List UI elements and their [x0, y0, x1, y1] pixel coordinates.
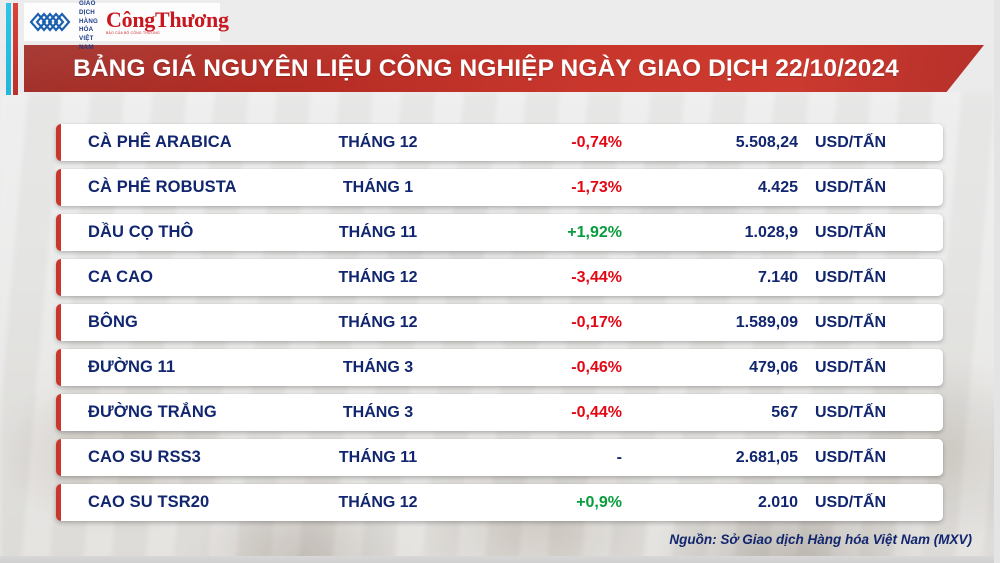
price-unit: USD/TẤN [815, 313, 887, 331]
price-value: 2.010 [757, 493, 798, 511]
contract-month: THÁNG 3 [342, 358, 414, 376]
title-banner: BẢNG GIÁ NGUYÊN LIỆU CÔNG NGHIỆP NGÀY GI… [24, 45, 984, 92]
commodity-name: ĐƯỜNG TRẮNG [88, 403, 217, 421]
commodity-name: BÔNG [88, 313, 138, 331]
source-note: Nguồn: Sở Giao dịch Hàng hóa Việt Nam (M… [669, 532, 972, 547]
price-value: 479,06 [749, 358, 798, 376]
congthuong-logo-main: CôngThương [106, 6, 229, 32]
contract-month: THÁNG 12 [338, 493, 418, 511]
price-change: -0,44% [571, 403, 622, 421]
table-row: BÔNG THÁNG 12 -0,17% 1.589,09 USD/TẤN [56, 304, 943, 341]
contract-month: THÁNG 3 [342, 403, 414, 421]
price-change: -0,46% [571, 358, 622, 376]
table-row: CA CAO THÁNG 12 -3,44% 7.140 USD/TẤN [56, 259, 943, 296]
price-unit: USD/TẤN [815, 448, 887, 466]
commodity-name: CA CAO [88, 268, 154, 286]
table-row: CÀ PHÊ ARABICA THÁNG 12 -0,74% 5.508,24 USD/… [56, 124, 943, 161]
table-row: ĐƯỜNG 11 THÁNG 3 -0,46% 479,06 USD/TẤN [56, 349, 943, 386]
contract-month: THÁNG 12 [338, 133, 418, 151]
price-change: -0,74% [571, 133, 622, 151]
price-unit: USD/TẤN [815, 178, 887, 196]
mxv-chevron-logo-icon [29, 12, 71, 32]
logo-bar: SỞ GIAO DỊCH HÀNG HÓA VIỆT NAM CôngThươn… [0, 0, 1000, 51]
commodity-name: DẦU CỌ THÔ [88, 223, 194, 241]
contract-month: THÁNG 12 [338, 313, 418, 331]
commodity-name: CAO SU TSR20 [88, 493, 210, 511]
price-change: +0,9% [576, 493, 622, 511]
accent-bar-cyan [6, 3, 11, 95]
price-unit: USD/TẤN [815, 223, 887, 241]
bottom-edge [0, 556, 1000, 563]
price-value: 1.028,9 [744, 223, 798, 241]
mxv-logo-text: SỞ GIAO DỊCH HÀNG HÓA VIỆT NAM [79, 0, 99, 51]
price-value: 1.589,09 [735, 313, 798, 331]
table-row: ĐƯỜNG TRẮNG THÁNG 3 -0,44% 567 USD/TẤN [56, 394, 943, 431]
price-unit: USD/TẤN [815, 268, 887, 286]
commodity-name: ĐƯỜNG 11 [88, 358, 176, 376]
price-unit: USD/TẤN [815, 133, 887, 151]
price-value: 5.508,24 [735, 133, 798, 151]
accent-bar-red [13, 3, 18, 95]
price-table: CÀ PHÊ ARABICA THÁNG 12 -0,74% 5.508,24 USD/… [56, 124, 943, 529]
congthuong-logo-sub: BÁO CỦA BỘ CÔNG THƯƠNG [106, 30, 160, 35]
price-value: 2.681,05 [735, 448, 798, 466]
contract-month: THÁNG 11 [338, 223, 418, 241]
price-change: -0,17% [571, 313, 622, 331]
commodity-name: CÀ PHÊ ARABICA [88, 133, 232, 151]
contract-month: THÁNG 11 [338, 448, 418, 466]
price-change: +1,92% [567, 223, 622, 241]
commodity-name: CÀ PHÊ ROBUSTA [88, 178, 237, 196]
contract-month: THÁNG 1 [342, 178, 414, 196]
table-row: CAO SU RSS3 THÁNG 11 - 2.681,05 USD/TẤN [56, 439, 943, 476]
logo-plate: SỞ GIAO DỊCH HÀNG HÓA VIỆT NAM CôngThươn… [24, 0, 229, 51]
congthuong-logo: CôngThương BÁO CỦA BỘ CÔNG THƯƠNG [106, 6, 229, 35]
price-change: -3,44% [571, 268, 622, 286]
table-row: CÀ PHÊ ROBUSTA THÁNG 1 -1,73% 4.425 USD/TẤN [56, 169, 943, 206]
table-row: DẦU CỌ THÔ THÁNG 11 +1,92% 1.028,9 USD/TẤN [56, 214, 943, 251]
page-title: BẢNG GIÁ NGUYÊN LIỆU CÔNG NGHIỆP NGÀY GI… [73, 54, 899, 82]
price-unit: USD/TẤN [815, 493, 887, 511]
price-change: -1,73% [571, 178, 622, 196]
price-value: 7.140 [757, 268, 798, 286]
table-row: CAO SU TSR20 THÁNG 12 +0,9% 2.010 USD/TẤN [56, 484, 943, 521]
price-value: 4.425 [757, 178, 798, 196]
price-unit: USD/TẤN [815, 403, 887, 421]
commodity-name: CAO SU RSS3 [88, 448, 201, 466]
price-value: 567 [771, 403, 798, 421]
right-edge [994, 0, 1000, 563]
contract-month: THÁNG 12 [338, 268, 418, 286]
price-unit: USD/TẤN [815, 358, 887, 376]
price-change: - [616, 448, 622, 466]
